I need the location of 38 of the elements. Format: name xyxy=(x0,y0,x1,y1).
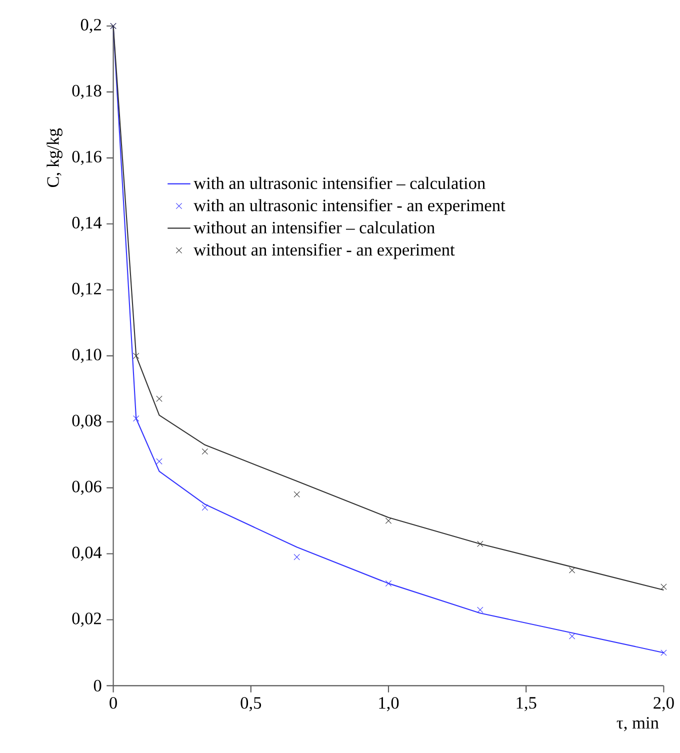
x-tick-label: 0,5 xyxy=(240,697,262,712)
y-tick-label: 0,04 xyxy=(72,546,102,561)
point xyxy=(477,540,484,547)
point xyxy=(156,458,162,464)
y-tick-label: 0,08 xyxy=(72,414,102,429)
point xyxy=(202,448,208,455)
y-tick-label: 0,06 xyxy=(72,480,102,495)
point xyxy=(156,396,162,402)
x-tick-label: 0 xyxy=(110,697,118,709)
point xyxy=(294,491,300,498)
point xyxy=(294,554,300,560)
y-tick-label: 0,2 xyxy=(81,18,102,34)
y-tick-label: 0,10 xyxy=(72,348,102,363)
x-tick-label: 2,0 xyxy=(654,697,674,712)
point xyxy=(133,352,140,359)
x-tick-label: 1,5 xyxy=(516,697,536,712)
point xyxy=(660,584,667,590)
y-axis-title: C, kg/kg xyxy=(46,128,63,188)
y-tick-label: 0,12 xyxy=(72,282,102,297)
y-tick-label: 0,02 xyxy=(72,612,102,627)
y-tick-label: 0,18 xyxy=(72,84,102,100)
point xyxy=(386,518,392,524)
x-tick-label: 1,0 xyxy=(379,697,399,712)
y-tick-label: 0,14 xyxy=(72,216,102,232)
legend-label: with an ultrasonic intensifier – calculation xyxy=(194,176,486,190)
point xyxy=(477,606,484,613)
point xyxy=(386,580,392,587)
y-tick-label: 0 xyxy=(94,680,102,692)
point xyxy=(660,650,667,656)
point xyxy=(133,415,140,422)
y-tick-label: 0,16 xyxy=(72,150,102,166)
point xyxy=(569,567,576,574)
point xyxy=(202,504,208,511)
point xyxy=(569,633,576,640)
legend-label: with an ultrasonic intensifier - an experiment xyxy=(194,198,506,215)
x-axis-title: τ, min xyxy=(616,717,659,732)
legend-label: without an intensifier - an experiment xyxy=(194,243,455,260)
legend-label: without an intensifier – calculation xyxy=(194,221,436,234)
